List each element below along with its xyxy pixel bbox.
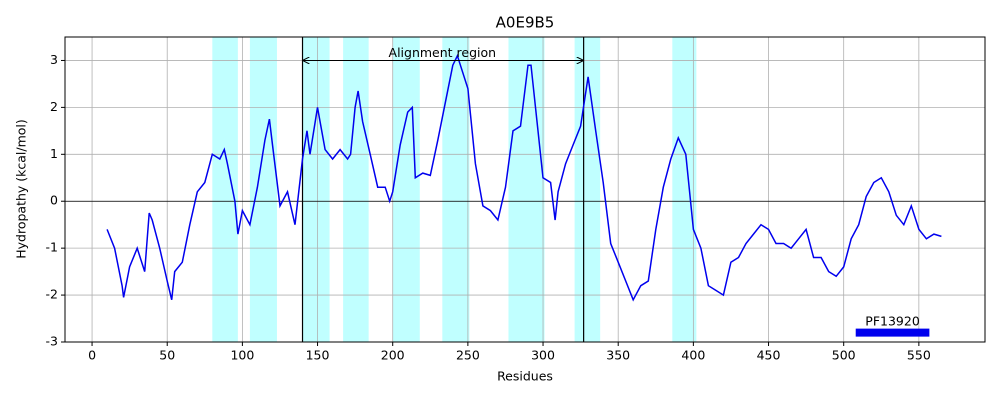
x-tick-label: 50 <box>159 348 175 363</box>
domain-label: PF13920 <box>865 313 920 328</box>
plot-frame <box>64 36 986 343</box>
domain-bar <box>855 328 930 337</box>
y-tick-label: -3 <box>46 334 58 349</box>
x-tick-label: 450 <box>757 348 781 363</box>
y-tick-label: -2 <box>46 287 58 302</box>
x-tick-label: 250 <box>456 348 480 363</box>
region-span <box>672 37 697 342</box>
x-tick-label: 400 <box>681 348 705 363</box>
region-span <box>574 37 601 342</box>
x-tick-label: 100 <box>230 348 254 363</box>
region-span <box>508 37 545 342</box>
region-span <box>249 37 277 342</box>
y-tick-label: 0 <box>50 193 58 208</box>
x-tick-label: 0 <box>88 348 96 363</box>
region-span <box>212 37 238 342</box>
region-span <box>302 37 330 342</box>
y-tick-label: -1 <box>46 240 58 255</box>
y-tick-label: 1 <box>50 146 58 161</box>
annotation-label: Alignment region <box>389 45 497 60</box>
region-span <box>442 37 470 342</box>
y-tick-label: 3 <box>50 52 58 67</box>
x-tick-label: 500 <box>832 348 856 363</box>
region-span <box>343 37 369 342</box>
y-tick-label: 2 <box>50 99 58 114</box>
chart-title: A0E9B5 <box>496 14 555 32</box>
hydropathy-line <box>106 53 942 302</box>
x-tick-label: 300 <box>531 348 555 363</box>
x-axis-label: Residues <box>497 369 553 384</box>
y-axis-label: Hydropathy (kcal/mol) <box>14 119 29 259</box>
x-tick-label: 200 <box>381 348 405 363</box>
x-tick-label: 150 <box>306 348 330 363</box>
region-span <box>392 37 420 342</box>
x-tick-label: 350 <box>606 348 630 363</box>
x-tick-label: 550 <box>907 348 931 363</box>
